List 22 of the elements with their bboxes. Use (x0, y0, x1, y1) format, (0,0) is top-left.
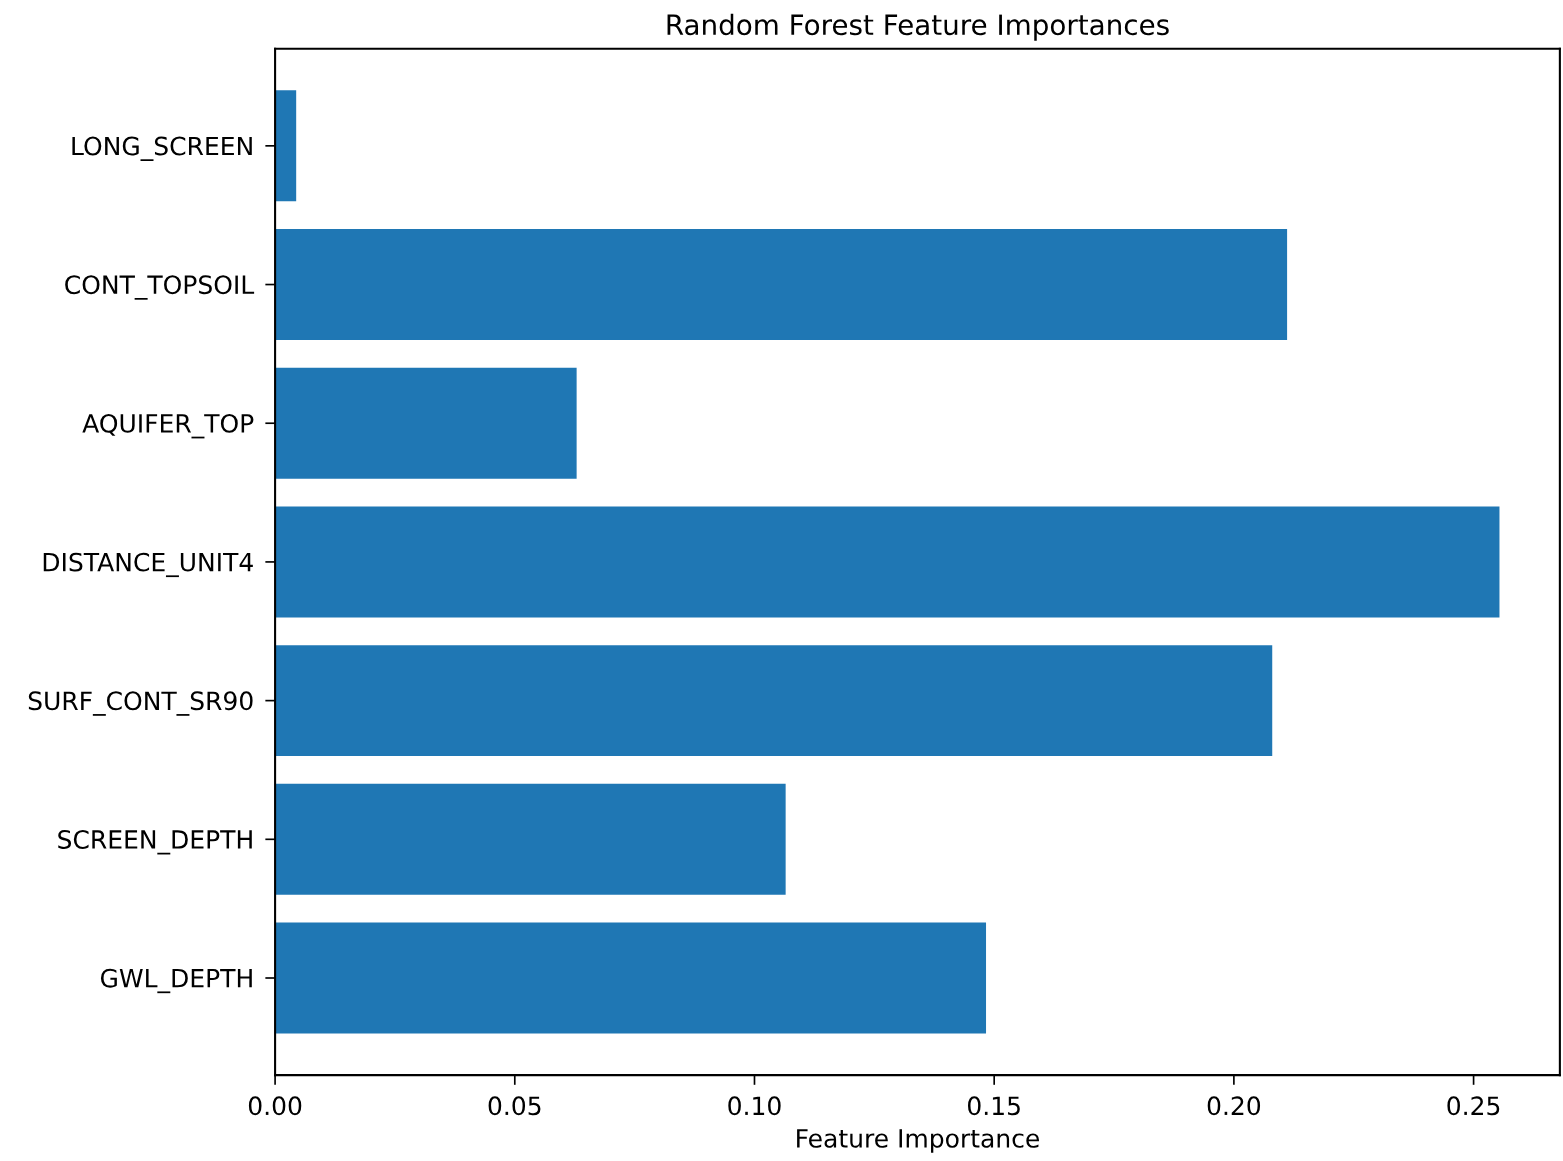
y-tick-label: SCREEN_DEPTH (58, 830, 252, 855)
y-tick-label: GWL_DEPTH (100, 968, 252, 994)
bar (275, 367, 577, 479)
bar (275, 645, 1273, 757)
bar (275, 506, 1500, 618)
x-tick-label: 0.05 (488, 1096, 541, 1116)
bar (275, 922, 987, 1034)
x-tick-label: 0.00 (248, 1096, 302, 1116)
x-tick-label: 0.15 (968, 1096, 1020, 1116)
y-tick-label: LONG_SCREEN (72, 136, 252, 162)
x-tick-label: 0.25 (1447, 1096, 1500, 1116)
y-tick-label: DISTANCE_UNIT4 (43, 552, 253, 578)
y-tick-label: AQUIFER_TOP (82, 413, 254, 439)
bar (275, 90, 297, 202)
y-tick-label: SURF_CONT_SR90 (28, 691, 253, 716)
x-axis-title: Feature Importance (797, 1129, 1039, 1153)
bar (275, 229, 1288, 341)
chart-title: Random Forest Feature Importances (667, 13, 1169, 41)
x-tick-label: 0.20 (1207, 1096, 1261, 1116)
x-tick-label: 0.10 (728, 1096, 781, 1116)
y-tick-label: CONT_TOPSOIL (65, 275, 255, 300)
bar (275, 783, 786, 895)
